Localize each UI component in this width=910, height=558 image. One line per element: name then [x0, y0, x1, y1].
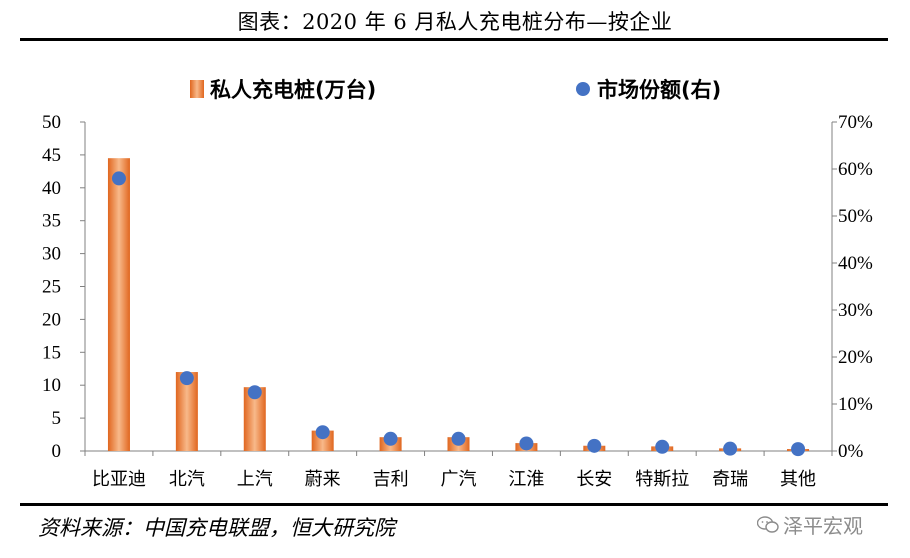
right-tick-label: 40% — [838, 253, 873, 274]
share-point-11 — [791, 442, 806, 457]
legend-bar-swatch — [190, 80, 204, 98]
category-label: 长安 — [576, 469, 612, 490]
category-label: 吉利 — [373, 469, 409, 490]
share-point-1 — [111, 171, 126, 186]
right-tick-label: 50% — [838, 206, 873, 227]
category-label: 江淮 — [508, 469, 544, 490]
right-tick-label: 70% — [838, 112, 873, 133]
left-tick-label: 0 — [52, 441, 62, 462]
share-point-2 — [179, 371, 194, 386]
left-tick-label: 40 — [42, 178, 61, 199]
category-label: 上汽 — [237, 469, 273, 490]
left-tick-label: 25 — [42, 277, 61, 298]
right-tick-label: 60% — [838, 159, 873, 180]
share-point-6 — [451, 431, 466, 446]
right-tick-label: 10% — [838, 394, 873, 415]
legend-marker-swatch — [576, 82, 590, 96]
chart-title: 图表：2020 年 6 月私人充电桩分布—按企业 — [237, 10, 673, 34]
category-label: 奇瑞 — [712, 469, 748, 490]
right-tick-label: 0% — [838, 441, 864, 462]
bottom-rule — [20, 503, 888, 506]
left-tick-label: 20 — [42, 309, 61, 330]
tick-labels: 0 5 10 15 20 25 30 35 40 45 50 0% 10% 20% 30% 40% 50% 60%… — [42, 112, 873, 490]
share-markers — [111, 171, 806, 457]
top-rule — [20, 38, 888, 41]
wechat-icon — [757, 515, 779, 533]
legend: 私人充电桩(万台) 市场份额(右) — [190, 78, 721, 102]
watermark: 泽平宏观 — [757, 510, 863, 539]
share-point-4 — [315, 425, 330, 440]
left-tick-label: 35 — [42, 211, 61, 232]
left-tick-label: 10 — [42, 375, 61, 396]
legend-label-bars: 私人充电桩(万台) — [210, 78, 376, 102]
category-label: 其他 — [780, 469, 816, 490]
right-tick-label: 30% — [838, 300, 873, 321]
watermark-text: 泽平宏观 — [783, 514, 863, 538]
category-label: 比亚迪 — [92, 469, 146, 490]
left-tick-label: 15 — [42, 342, 61, 363]
left-tick-label: 30 — [42, 244, 61, 265]
left-tick-label: 45 — [42, 145, 61, 166]
left-tick-label: 5 — [52, 408, 62, 429]
bar-2 — [175, 372, 198, 451]
share-point-3 — [247, 385, 262, 400]
share-point-10 — [723, 441, 738, 456]
category-label: 广汽 — [441, 469, 477, 490]
left-tick-label: 50 — [42, 112, 61, 133]
chart-area: 私人充电桩(万台) 市场份额(右) 0 5 10 15 20 25 30 35 40 45 50 0%… — [42, 78, 873, 490]
category-label: 蔚来 — [305, 469, 341, 490]
source-note: 资料来源：中国充电联盟，恒大研究院 — [38, 516, 395, 540]
category-label: 特斯拉 — [635, 469, 689, 490]
share-point-9 — [655, 439, 670, 454]
share-point-7 — [519, 436, 534, 451]
bar-3 — [243, 387, 266, 451]
share-point-8 — [587, 438, 602, 453]
right-tick-label: 20% — [838, 347, 873, 368]
share-point-5 — [383, 431, 398, 446]
legend-label-share: 市场份额(右) — [597, 78, 721, 102]
category-label: 北汽 — [169, 469, 205, 490]
bars — [107, 158, 810, 451]
bar-1 — [107, 158, 130, 451]
